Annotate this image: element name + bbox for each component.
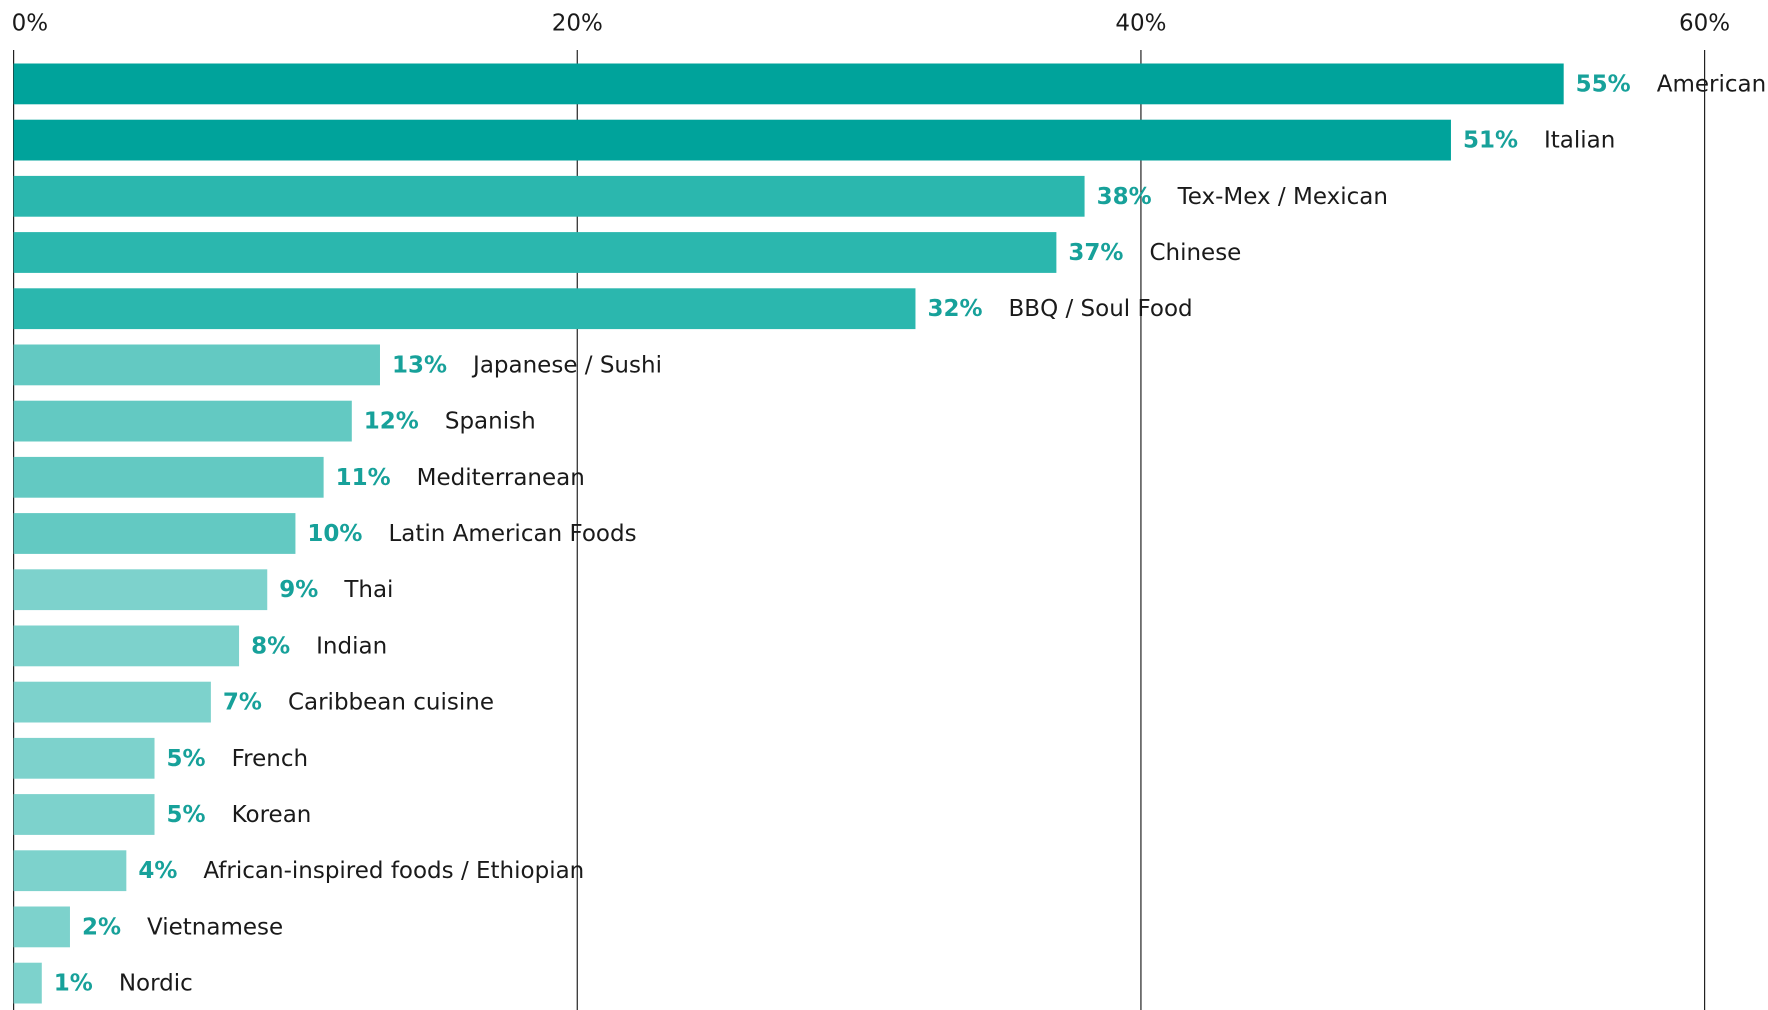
bar	[13, 119, 1451, 161]
x-tick-label: 60%	[1679, 11, 1730, 37]
category-label: Spanish	[445, 409, 536, 435]
category-label: Chinese	[1149, 240, 1241, 266]
value-label: 9%	[279, 577, 318, 603]
category-label: Latin American Foods	[388, 521, 636, 547]
category-label: American	[1657, 71, 1766, 97]
category-label: Vietnamese	[147, 914, 283, 940]
bar	[13, 288, 916, 330]
category-label: African-inspired foods / Ethiopian	[203, 858, 584, 884]
value-label: 38%	[1097, 184, 1152, 210]
bar	[13, 232, 1057, 273]
value-label: 11%	[336, 465, 391, 491]
bar	[13, 681, 211, 723]
category-label: Nordic	[119, 971, 193, 997]
value-label: 32%	[927, 296, 982, 322]
value-label: 5%	[167, 802, 206, 828]
category-label: Tex-Mex / Mexican	[1177, 184, 1388, 210]
bar	[13, 962, 42, 1004]
bar	[13, 344, 380, 386]
x-tick-label: 20%	[552, 11, 603, 37]
value-label: 12%	[364, 409, 419, 435]
bar	[13, 625, 240, 667]
bar	[13, 794, 155, 835]
value-label: 37%	[1068, 240, 1123, 266]
x-tick-label: 0%	[12, 11, 49, 37]
value-label: 2%	[82, 914, 121, 940]
bar	[13, 850, 127, 892]
bar	[13, 569, 268, 611]
category-label: Thai	[343, 577, 393, 603]
value-label: 55%	[1576, 71, 1631, 97]
value-label: 1%	[54, 971, 93, 997]
bar	[13, 400, 352, 442]
value-label: 13%	[392, 352, 447, 378]
value-label: 5%	[167, 746, 206, 772]
category-label: Caribbean cuisine	[288, 690, 494, 716]
x-tick-label: 40%	[1115, 11, 1166, 37]
bar	[13, 513, 296, 554]
bar	[13, 906, 70, 948]
category-label: BBQ / Soul Food	[1009, 296, 1193, 322]
value-label: 51%	[1463, 128, 1518, 154]
category-label: French	[232, 746, 308, 772]
category-label: Mediterranean	[417, 465, 585, 491]
category-label: Italian	[1544, 128, 1615, 154]
bar	[13, 63, 1564, 105]
bar	[13, 175, 1085, 217]
value-label: 4%	[138, 858, 177, 884]
category-label: Japanese / Sushi	[471, 352, 662, 378]
bar	[13, 737, 155, 779]
bar	[13, 456, 324, 498]
category-label: Korean	[232, 802, 312, 828]
value-label: 8%	[251, 633, 290, 659]
value-label: 7%	[223, 690, 262, 716]
value-label: 10%	[307, 521, 362, 547]
category-label: Indian	[316, 633, 387, 659]
